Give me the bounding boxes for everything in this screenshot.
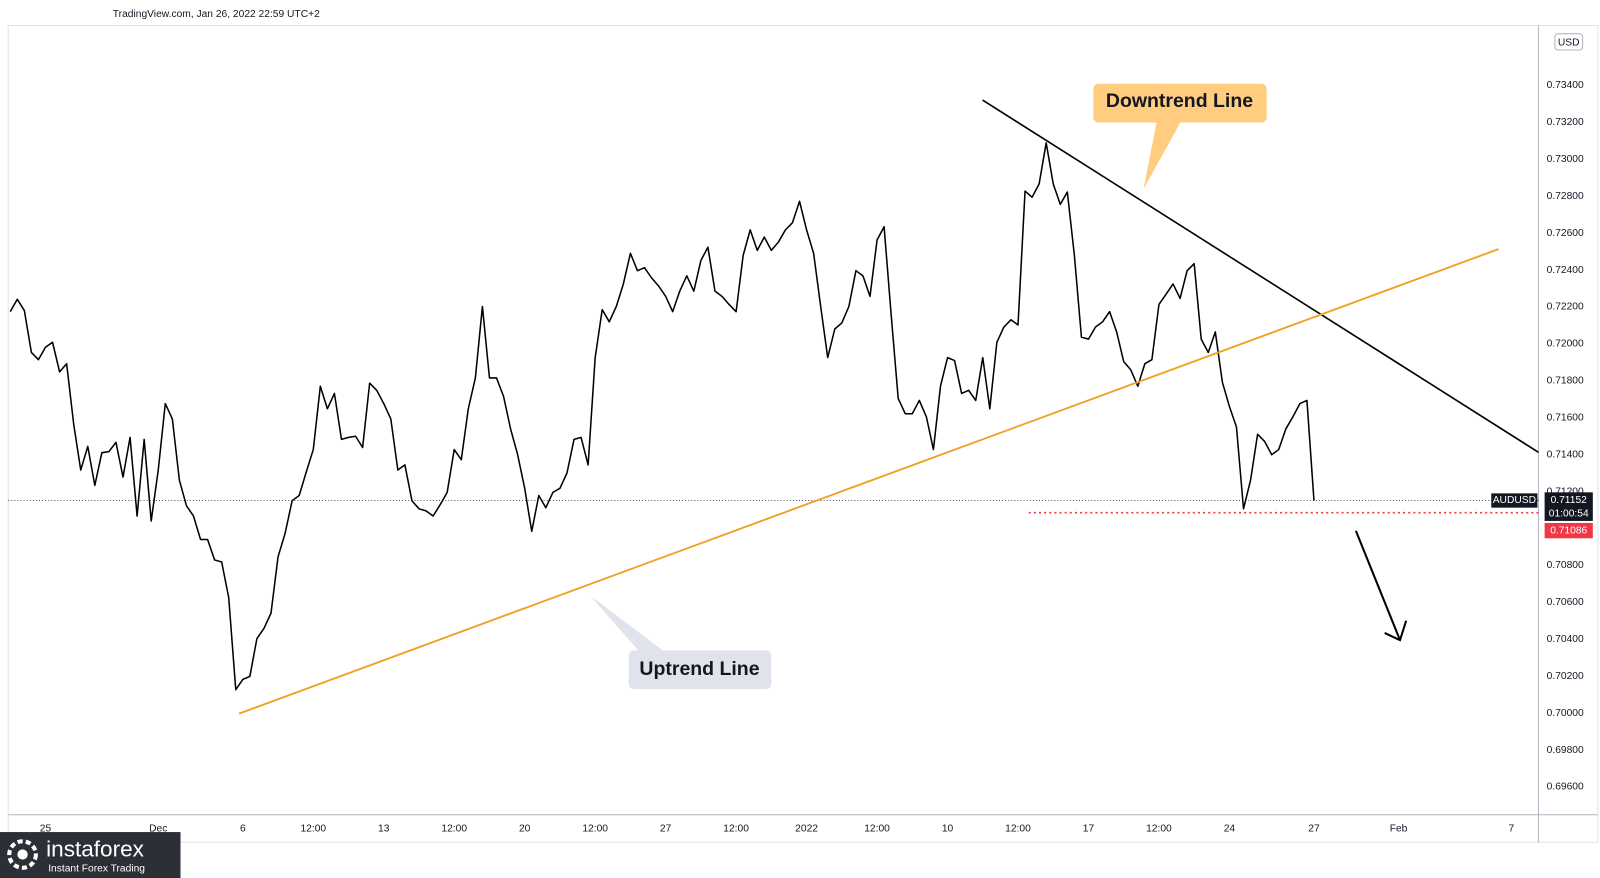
x-tick-label: 13 xyxy=(378,824,390,835)
y-tick-label: 0.72600 xyxy=(1547,228,1584,239)
symbol-label: AUDUSD xyxy=(1493,495,1536,506)
x-tick-label: 12:00 xyxy=(441,824,467,835)
downtrend-line xyxy=(982,99,1539,453)
x-tick-label: 17 xyxy=(1083,824,1095,835)
y-tick-label: 0.70600 xyxy=(1547,597,1584,608)
logo-brand: instaforex xyxy=(46,836,145,861)
callout-box xyxy=(1093,83,1267,123)
x-tick-label: 12:00 xyxy=(1005,824,1031,835)
y-tick-label: 0.71200 xyxy=(1547,486,1584,497)
last-price-box xyxy=(1544,492,1593,521)
x-tick-label: 27 xyxy=(1308,824,1320,835)
alert-price-box xyxy=(1544,522,1593,539)
x-tick-label: 12:00 xyxy=(723,824,749,835)
x-tick-label: 6 xyxy=(240,824,246,835)
y-tick-label: 0.72200 xyxy=(1547,302,1584,313)
alert-price-label: 0.71086 xyxy=(1550,525,1587,536)
x-tick-label: 7 xyxy=(1508,824,1514,835)
y-tick-label: 0.72400 xyxy=(1547,265,1584,276)
currency[interactable]: USD xyxy=(1558,38,1580,49)
y-tick-label: 0.72000 xyxy=(1547,339,1584,350)
x-tick-label: 27 xyxy=(660,824,672,835)
y-tick-label: 0.73200 xyxy=(1547,117,1584,128)
countdown-label: 01:00:54 xyxy=(1549,508,1589,519)
x-tick-label: 10 xyxy=(942,824,954,835)
currency-box[interactable] xyxy=(1554,33,1584,51)
x-tick-label: Dec xyxy=(149,824,167,835)
x-tick-label: 2022 xyxy=(795,824,818,835)
logo-icon xyxy=(7,839,38,870)
x-tick-label: 12:00 xyxy=(582,824,608,835)
callout-pointer xyxy=(1143,120,1182,189)
x-tick-label: 20 xyxy=(519,824,531,835)
y-tick-label: 0.70400 xyxy=(1547,634,1584,645)
last-price-label: 0.71152 xyxy=(1551,495,1588,506)
y-tick-label: 0.70200 xyxy=(1547,671,1584,682)
x-tick-label: 25 xyxy=(40,824,52,835)
y-tick-label: 0.73000 xyxy=(1547,154,1584,165)
x-tick-label: 12:00 xyxy=(864,824,890,835)
y-tick-label: 0.71800 xyxy=(1547,376,1584,387)
x-tick-label: 24 xyxy=(1224,824,1236,835)
y-tick-label: 0.71600 xyxy=(1547,413,1584,424)
y-tick-label: 0.70000 xyxy=(1547,708,1584,719)
y-tick-label: 0.70800 xyxy=(1547,560,1584,571)
callout-text: Downtrend Line xyxy=(1106,90,1253,112)
x-tick-label: 12:00 xyxy=(1146,824,1172,835)
logo-tagline: Instant Forex Trading xyxy=(48,864,145,875)
symbol-label-box xyxy=(1491,493,1538,508)
callout-text: Uptrend Line xyxy=(639,658,759,680)
price-line xyxy=(9,142,1315,691)
x-tick-label: Feb xyxy=(1390,824,1408,835)
uptrend-line xyxy=(238,248,1499,715)
y-tick-label: 0.73400 xyxy=(1547,80,1584,91)
header: TradingView.com, Jan 26, 2022 22:59 UTC+… xyxy=(113,9,320,20)
logo-box xyxy=(0,832,181,878)
x-tick-label: 12:00 xyxy=(300,824,326,835)
arrow xyxy=(1354,530,1408,642)
plot xyxy=(8,142,1539,691)
y-tick-label: 0.71400 xyxy=(1547,449,1584,460)
y-tick-label: 0.72800 xyxy=(1547,191,1584,202)
callout-box xyxy=(628,650,772,690)
frame xyxy=(7,25,1599,843)
y-tick-label: 0.69800 xyxy=(1547,745,1584,756)
y-tick-label: 0.69600 xyxy=(1547,782,1584,793)
